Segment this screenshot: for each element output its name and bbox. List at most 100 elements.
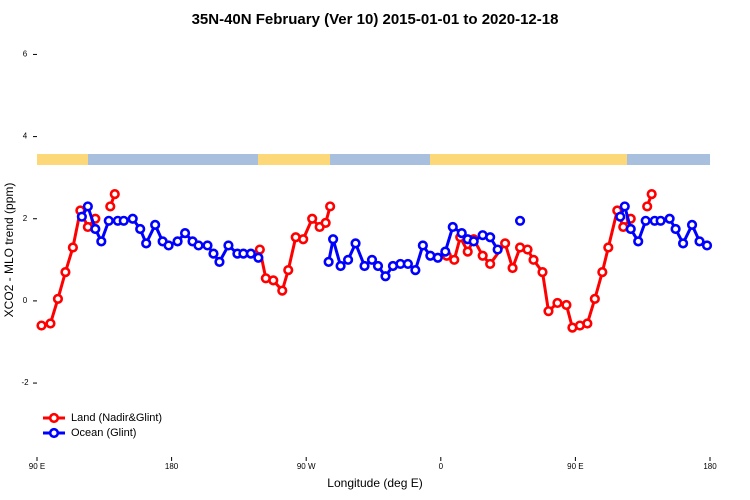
- data-point: [615, 211, 626, 222]
- data-point: [45, 318, 56, 329]
- y-tick-label: -2: [21, 378, 29, 387]
- data-point: [323, 256, 334, 267]
- data-point: [372, 260, 384, 272]
- x-tick-label: 180: [165, 462, 179, 471]
- data-point: [449, 254, 460, 265]
- data-point: [350, 238, 361, 249]
- data-point: [432, 252, 443, 263]
- legend-label: Ocean (Glint): [71, 427, 136, 439]
- data-point: [543, 306, 554, 317]
- data-point: [633, 236, 644, 247]
- data-point: [462, 246, 473, 257]
- data-point: [141, 238, 152, 249]
- data-point: [135, 223, 146, 235]
- data-point: [90, 223, 101, 235]
- data-point: [179, 228, 191, 239]
- y-tick-label: 0: [23, 296, 28, 305]
- x-tick-label: 0: [439, 462, 444, 471]
- data-point: [670, 223, 681, 235]
- data-point: [307, 213, 318, 224]
- data-point: [103, 215, 114, 226]
- data-point: [60, 267, 71, 278]
- data-point: [410, 264, 421, 276]
- data-point: [268, 275, 279, 286]
- data-point: [380, 271, 391, 282]
- data-point: [223, 240, 234, 251]
- data-point: [514, 215, 526, 226]
- data-point: [328, 234, 339, 245]
- data-point: [109, 188, 120, 200]
- data-point: [202, 240, 213, 251]
- data-point: [76, 211, 87, 222]
- strip-ocean: [88, 154, 258, 165]
- data-point: [245, 248, 256, 259]
- data-point: [283, 264, 294, 276]
- data-point: [603, 242, 614, 253]
- data-point: [522, 244, 533, 255]
- data-point: [172, 236, 183, 247]
- data-point: [456, 228, 467, 239]
- data-point: [492, 244, 503, 255]
- data-point: [163, 240, 174, 251]
- data-point: [528, 254, 539, 265]
- strip-ocean: [627, 154, 710, 165]
- data-point: [208, 248, 219, 259]
- data-point: [468, 236, 479, 247]
- y-tick-label: 6: [23, 50, 28, 59]
- x-tick-label: 90 E: [567, 462, 583, 471]
- data-point: [359, 260, 370, 272]
- data-point: [485, 258, 496, 270]
- data-point: [642, 201, 653, 212]
- data-point: [582, 318, 593, 329]
- data-point: [561, 299, 572, 311]
- data-point: [67, 242, 78, 253]
- data-point: [597, 267, 608, 278]
- data-point: [277, 285, 288, 296]
- data-point: [214, 256, 225, 267]
- data-point: [447, 221, 458, 233]
- data-point: [485, 232, 496, 243]
- data-point: [694, 236, 705, 247]
- data-point: [589, 293, 600, 304]
- data-point: [36, 320, 47, 331]
- data-point: [686, 219, 698, 231]
- data-point: [52, 293, 64, 304]
- data-point: [440, 246, 451, 257]
- data-point: [254, 244, 265, 255]
- data-point: [193, 240, 204, 251]
- land-ocean-strip: [37, 154, 710, 165]
- data-point: [82, 201, 93, 212]
- data-point: [507, 262, 518, 274]
- data-point: [342, 254, 354, 265]
- data-point: [552, 297, 563, 309]
- x-tick-label: 180: [703, 462, 717, 471]
- strip-land: [430, 154, 627, 165]
- y-axis-label: XCO2 - MLO trend (ppm): [2, 183, 16, 318]
- data-point: [701, 240, 713, 251]
- data-point: [677, 238, 689, 249]
- x-tick-label: 90 W: [297, 462, 316, 471]
- data-point: [619, 201, 630, 212]
- legend-marker: [48, 412, 60, 424]
- data-point: [664, 213, 675, 224]
- data-point: [625, 223, 636, 235]
- x-axis-label: Longitude (deg E): [327, 476, 422, 490]
- data-point: [537, 267, 548, 278]
- chart-title: 35N-40N February (Ver 10) 2015-01-01 to …: [192, 11, 559, 28]
- data-point: [253, 252, 264, 263]
- data-point: [500, 238, 511, 249]
- data-point: [105, 201, 116, 212]
- data-point: [325, 201, 336, 212]
- strip-ocean: [330, 154, 430, 165]
- data-point: [646, 188, 657, 200]
- data-point: [640, 215, 651, 226]
- y-tick-label: 2: [23, 214, 28, 223]
- data-point: [417, 240, 428, 251]
- legend-label: Land (Nadir&Glint): [71, 412, 162, 424]
- data-point: [320, 217, 331, 228]
- y-tick-label: 4: [23, 132, 28, 141]
- legend-marker: [48, 427, 60, 439]
- data-point: [118, 215, 129, 226]
